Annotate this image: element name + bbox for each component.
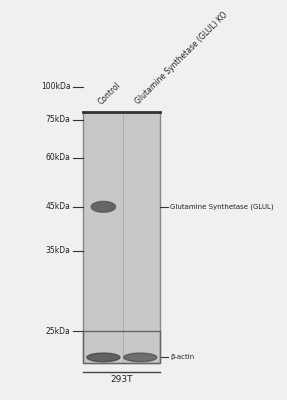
Polygon shape — [124, 353, 157, 362]
Text: 100kDa: 100kDa — [41, 82, 71, 91]
Text: 35kDa: 35kDa — [46, 246, 71, 255]
Text: 25kDa: 25kDa — [46, 327, 71, 336]
Text: 45kDa: 45kDa — [46, 202, 71, 211]
Polygon shape — [87, 353, 120, 362]
Bar — [84, 330, 160, 363]
Text: 293T: 293T — [110, 375, 133, 384]
Text: 60kDa: 60kDa — [46, 153, 71, 162]
Text: 75kDa: 75kDa — [46, 115, 71, 124]
Text: Control: Control — [97, 80, 123, 106]
Text: Glutamine Synthetase (GLUL) KO: Glutamine Synthetase (GLUL) KO — [134, 11, 230, 106]
Text: Glutamine Synthetase (GLUL): Glutamine Synthetase (GLUL) — [170, 204, 274, 210]
Bar — [84, 112, 160, 363]
Polygon shape — [91, 202, 116, 212]
Text: β-actin: β-actin — [170, 354, 195, 360]
